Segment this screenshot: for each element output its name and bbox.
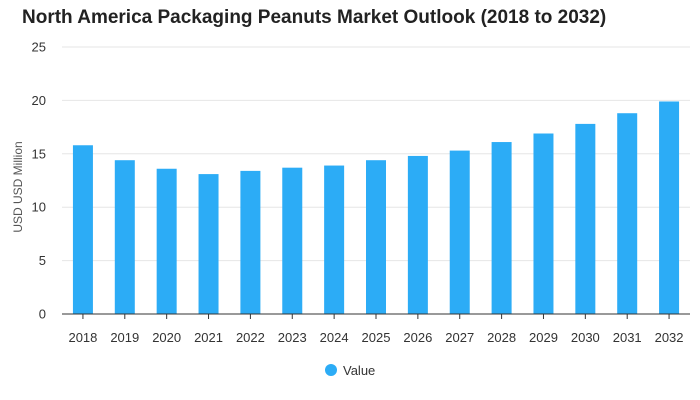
bar-2021[interactable]: [198, 174, 219, 314]
legend-label: Value: [343, 363, 375, 378]
x-tick-label: 2028: [487, 330, 516, 345]
y-tick-label: 0: [39, 307, 46, 322]
y-tick-label: 20: [32, 93, 46, 108]
x-tick-label: 2029: [529, 330, 558, 345]
x-tick-label: 2032: [655, 330, 684, 345]
bar-2023[interactable]: [282, 167, 303, 314]
x-tick-label: 2023: [278, 330, 307, 345]
bar-2032[interactable]: [659, 101, 680, 314]
bar-2028[interactable]: [491, 142, 512, 314]
bars: [72, 101, 680, 314]
y-tick-label: 10: [32, 200, 46, 215]
bar-2022[interactable]: [240, 170, 261, 314]
bar-2031[interactable]: [617, 113, 638, 314]
y-axis-label: USD USD Million: [11, 141, 25, 232]
legend[interactable]: Value: [325, 363, 375, 378]
x-tick-label: 2024: [320, 330, 349, 345]
legend-swatch: [325, 364, 337, 376]
bar-2029[interactable]: [533, 133, 554, 314]
x-tick-label: 2031: [613, 330, 642, 345]
y-tick-label: 15: [32, 146, 46, 161]
x-tick-label: 2030: [571, 330, 600, 345]
x-tick-label: 2021: [194, 330, 223, 345]
bar-2030[interactable]: [575, 123, 596, 314]
bar-2025[interactable]: [366, 160, 386, 314]
bar-2020[interactable]: [156, 168, 177, 314]
bar-2026[interactable]: [407, 155, 428, 314]
y-tick-label: 5: [39, 253, 46, 268]
x-tick-label: 2020: [152, 330, 181, 345]
axes: [62, 313, 690, 319]
x-tick-label: 2019: [110, 330, 139, 345]
bar-2018[interactable]: [72, 145, 93, 314]
bar-2019[interactable]: [114, 160, 135, 314]
y-tick-label: 25: [32, 40, 46, 55]
x-tick-label: 2027: [445, 330, 474, 345]
x-tick-label: 2018: [68, 330, 97, 345]
chart-title: North America Packaging Peanuts Market O…: [22, 7, 607, 28]
x-tick-label: 2022: [236, 330, 265, 345]
bar-2027[interactable]: [449, 150, 470, 314]
y-tick-labels: 0 5 10 15 20 25: [32, 40, 46, 322]
x-tick-label: 2025: [362, 330, 391, 345]
x-tick-label: 2026: [403, 330, 432, 345]
x-tick-labels: 2018 2019 2020 2021 2022 2023 2024 2025 2026 2027…: [68, 330, 683, 345]
bar-2024[interactable]: [324, 165, 345, 314]
